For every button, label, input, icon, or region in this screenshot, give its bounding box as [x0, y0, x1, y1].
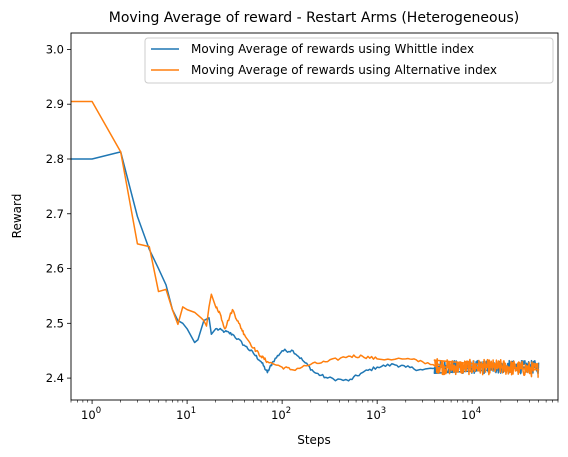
y-tick-label: 2.8 — [46, 152, 64, 166]
x-tick-label: 102 — [271, 406, 291, 422]
plot-frame — [70, 32, 559, 401]
x-tick-label: 100 — [81, 406, 101, 422]
x-axis-label: Steps — [297, 433, 331, 447]
x-tick-label: 103 — [366, 406, 386, 422]
legend: Moving Average of rewards using Whittle … — [144, 37, 554, 84]
y-tick-label: 2.9 — [46, 97, 64, 111]
axes: 2.4 2.5 2.6 2.7 2.8 2.9 3.0 100 101 102 103 104 — [46, 42, 559, 422]
chart-title: Moving Average of reward - Restart Arms … — [109, 10, 520, 26]
series-line-0 — [71, 151, 540, 382]
x-tick-label: 104 — [461, 406, 481, 422]
series-line-1 — [71, 100, 540, 379]
legend-box — [144, 37, 554, 84]
y-tick-label: 2.5 — [46, 316, 64, 330]
legend-label: Moving Average of rewards using Alternat… — [191, 63, 497, 77]
y-tick-label: 3.0 — [46, 42, 64, 56]
y-tick-label: 2.4 — [46, 371, 64, 385]
y-tick-label: 2.7 — [46, 207, 64, 221]
x-tick-label: 101 — [176, 406, 196, 422]
y-axis-label: Reward — [10, 194, 24, 239]
y-tick-label: 2.6 — [46, 262, 64, 276]
series-lines — [71, 100, 540, 382]
legend-label: Moving Average of rewards using Whittle … — [191, 42, 474, 56]
